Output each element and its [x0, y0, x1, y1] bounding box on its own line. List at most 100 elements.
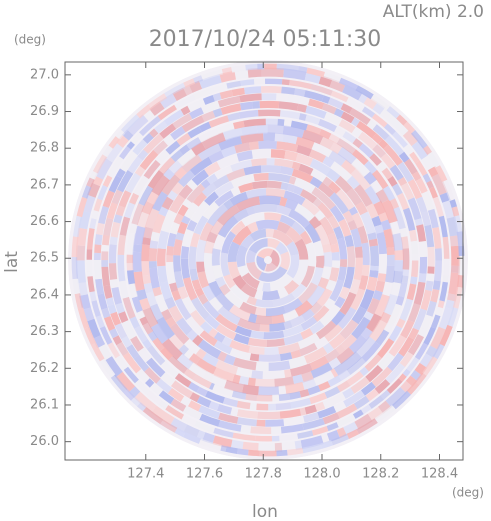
radar-cell — [258, 443, 275, 453]
radar-cell — [427, 246, 435, 267]
radar-cell — [102, 175, 113, 188]
radar-cell — [240, 425, 251, 434]
radar-cell — [283, 119, 292, 127]
radar-cell — [276, 63, 299, 72]
radar-cell — [103, 285, 113, 299]
radar-cell — [319, 216, 335, 236]
radar-cell — [229, 457, 238, 460]
radar-cell — [238, 109, 259, 119]
radar-cell — [409, 151, 420, 164]
radar-cell — [380, 389, 391, 400]
radar-cell — [159, 281, 173, 300]
radar-cell — [381, 167, 393, 180]
radar-cell — [223, 274, 236, 289]
radar-cell — [346, 246, 356, 268]
radar-cell — [134, 165, 146, 177]
radar-cell — [392, 232, 404, 251]
radar-cell — [361, 341, 381, 363]
radar-cell — [274, 442, 283, 453]
radar-cell — [183, 368, 196, 380]
radar-cell — [396, 114, 408, 126]
radar-cell — [238, 182, 254, 194]
radar-cell — [307, 385, 321, 396]
radar-cell — [170, 150, 184, 162]
radar-cell — [217, 215, 239, 238]
radar-cell — [291, 168, 314, 183]
radar-cell — [334, 126, 346, 137]
radar-cell — [295, 153, 314, 167]
radar-cell — [245, 393, 258, 401]
radar-cell — [304, 404, 317, 415]
radar-cell — [187, 126, 202, 139]
radar-cell — [343, 390, 365, 408]
radar-cell — [429, 186, 438, 199]
radar-cell — [262, 370, 286, 380]
radar-cell — [367, 232, 377, 241]
radar-cell — [181, 215, 191, 225]
radar-cell — [183, 78, 196, 88]
radar-cell — [383, 321, 394, 333]
radar-cell — [174, 94, 196, 110]
radar-cell — [163, 109, 184, 127]
radar-cell — [170, 380, 193, 399]
radar-cell — [333, 108, 344, 118]
radar-cell — [348, 206, 358, 216]
radar-cell — [350, 168, 372, 191]
radar-cell — [217, 404, 233, 415]
radar-cell — [301, 371, 314, 383]
radar-cell — [149, 382, 163, 396]
radar-cell — [108, 244, 117, 264]
radar-cell — [207, 280, 223, 298]
radar-cell — [275, 402, 292, 411]
radar-cell — [249, 228, 267, 242]
radar-cell — [329, 205, 345, 223]
radar-cell — [236, 150, 253, 162]
radar-cell — [129, 316, 140, 329]
radar-cell — [166, 261, 176, 285]
radar-cell — [182, 229, 194, 248]
radar-cell — [173, 213, 184, 225]
radar-cell — [421, 154, 436, 171]
radar-cell — [388, 303, 402, 325]
radar-cell — [311, 141, 326, 154]
radar-cell — [435, 165, 448, 182]
radar-cell — [260, 165, 281, 174]
x-axis-label: lon — [252, 502, 278, 521]
x-tick-label: 127.8 — [245, 467, 282, 482]
radar-cell — [246, 296, 257, 306]
radar-cell — [309, 301, 323, 315]
radar-cell — [234, 325, 252, 338]
radar-cell — [118, 190, 132, 208]
radar-cell — [202, 285, 216, 302]
radar-cell — [170, 398, 187, 412]
radar-cell — [410, 276, 418, 285]
radar-cell — [337, 146, 357, 165]
radar-cell — [236, 400, 251, 410]
radar-cell — [225, 446, 238, 454]
radar-cell — [351, 157, 371, 178]
radar-cell — [231, 390, 247, 400]
radar-cell — [133, 175, 149, 196]
radar-cell — [256, 255, 267, 271]
radar-cell — [148, 93, 168, 109]
radar-cell — [214, 340, 233, 355]
radar-cell — [256, 394, 273, 402]
radar-cell — [91, 210, 99, 220]
radar-cell — [199, 222, 214, 242]
radar-cell — [181, 414, 197, 426]
radar-cell — [271, 314, 285, 325]
radar-cell — [169, 282, 178, 293]
radar-cell — [130, 335, 144, 352]
radar-cell — [302, 418, 325, 431]
radar-cell — [146, 357, 166, 378]
y-tick-label: 26.5 — [30, 251, 59, 266]
radar-cell — [290, 363, 313, 377]
radar-cell — [247, 221, 259, 234]
radar-cell — [411, 130, 428, 149]
radar-cell — [311, 267, 324, 287]
radar-cell — [96, 222, 105, 236]
radar-cell — [358, 143, 374, 158]
radar-cell — [147, 331, 158, 342]
radar-cell — [390, 282, 402, 297]
radar-cell — [201, 110, 216, 122]
